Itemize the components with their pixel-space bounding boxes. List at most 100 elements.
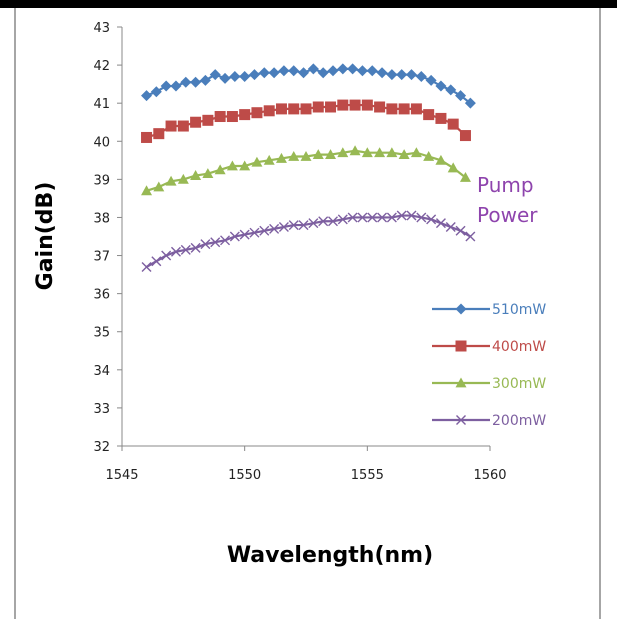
- legend: 510mW 400mW 300mW 200mW: [432, 302, 546, 429]
- axes: [121, 27, 490, 447]
- data-point: [377, 212, 388, 223]
- data-point: [447, 118, 459, 130]
- data-point: [374, 101, 386, 113]
- annotation-power: Power: [477, 203, 538, 227]
- data-point: [199, 74, 211, 86]
- data-point: [239, 109, 251, 121]
- data-point: [226, 160, 238, 171]
- data-point: [307, 63, 319, 75]
- data-point: [258, 67, 270, 79]
- data-point: [374, 147, 386, 158]
- y-tick-label: 37: [93, 250, 110, 265]
- data-point: [153, 181, 165, 192]
- data-point: [239, 160, 251, 171]
- data-point: [251, 107, 263, 119]
- data-point: [312, 101, 324, 113]
- data-point: [298, 67, 310, 79]
- data-point: [220, 235, 231, 246]
- data-point: [288, 151, 300, 161]
- data-point: [425, 74, 437, 86]
- x-tick-label: 1555: [351, 468, 384, 483]
- data-point: [278, 65, 290, 77]
- data-point: [288, 103, 300, 115]
- data-point: [435, 154, 447, 165]
- y-tick-label: 34: [93, 364, 110, 379]
- x-tick-label: 1545: [105, 468, 138, 483]
- data-point: [300, 151, 312, 161]
- data-point: [161, 250, 172, 261]
- x-tick-label: 1560: [473, 468, 506, 483]
- data-point: [325, 149, 337, 160]
- data-point: [210, 237, 221, 248]
- series-400mW: [141, 99, 471, 143]
- data-point: [423, 151, 435, 161]
- data-point: [190, 76, 202, 88]
- data-point: [275, 103, 287, 115]
- data-point: [447, 162, 459, 173]
- data-point: [177, 120, 189, 132]
- y-axis-label: Gain(dB): [33, 182, 58, 291]
- annotation-pump: Pump: [477, 173, 534, 197]
- data-point: [141, 185, 153, 196]
- data-point: [426, 214, 437, 225]
- x-tick-label: 1550: [228, 468, 261, 483]
- data-point: [170, 80, 182, 92]
- data-point: [214, 164, 226, 175]
- data-point: [226, 111, 238, 123]
- data-point: [288, 220, 299, 231]
- data-point: [349, 145, 361, 156]
- legend-marker: [455, 340, 467, 352]
- data-point: [308, 218, 319, 229]
- data-point: [269, 223, 280, 234]
- data-point: [337, 147, 349, 158]
- data-point: [248, 69, 260, 81]
- data-point: [200, 239, 211, 250]
- series-300mW: [141, 145, 471, 196]
- y-axis-ticks: 32 33 34 35 36 37 38 39 40 41 42 43: [93, 21, 122, 455]
- data-point: [180, 244, 191, 255]
- data-point: [312, 149, 324, 160]
- data-point: [465, 231, 476, 242]
- data-point: [151, 256, 162, 267]
- data-point: [398, 149, 410, 160]
- data-point: [415, 71, 427, 83]
- data-point: [327, 216, 338, 227]
- data-point: [288, 65, 300, 77]
- data-point: [405, 69, 417, 81]
- data-point: [349, 99, 361, 111]
- data-point: [337, 63, 349, 75]
- data-point: [239, 229, 250, 240]
- data-point: [361, 147, 373, 158]
- series-200mW: [141, 210, 476, 272]
- data-point: [386, 103, 398, 115]
- data-point: [160, 80, 172, 92]
- data-point: [386, 212, 397, 223]
- data-point: [165, 175, 177, 186]
- y-tick-label: 40: [93, 135, 110, 150]
- legend-label: 300mW: [492, 376, 546, 392]
- data-point: [337, 214, 348, 225]
- data-point: [170, 246, 181, 257]
- data-point: [445, 221, 456, 232]
- data-point: [165, 120, 177, 132]
- data-point: [229, 231, 240, 242]
- data-point: [180, 76, 192, 88]
- data-point: [464, 97, 476, 109]
- y-tick-label: 33: [93, 402, 110, 417]
- legend-marker: [455, 303, 467, 315]
- data-point: [219, 72, 231, 84]
- legend-marker: [456, 415, 466, 425]
- data-point: [435, 218, 446, 229]
- series-layer: [141, 63, 476, 272]
- x-axis-label: Wavelength(nm): [227, 543, 433, 568]
- data-point: [347, 212, 358, 223]
- data-point: [376, 67, 388, 79]
- series-510mW: [141, 63, 476, 109]
- data-point: [190, 170, 202, 180]
- y-tick-label: 41: [93, 97, 110, 112]
- series-line: [145, 214, 471, 268]
- data-point: [239, 71, 251, 83]
